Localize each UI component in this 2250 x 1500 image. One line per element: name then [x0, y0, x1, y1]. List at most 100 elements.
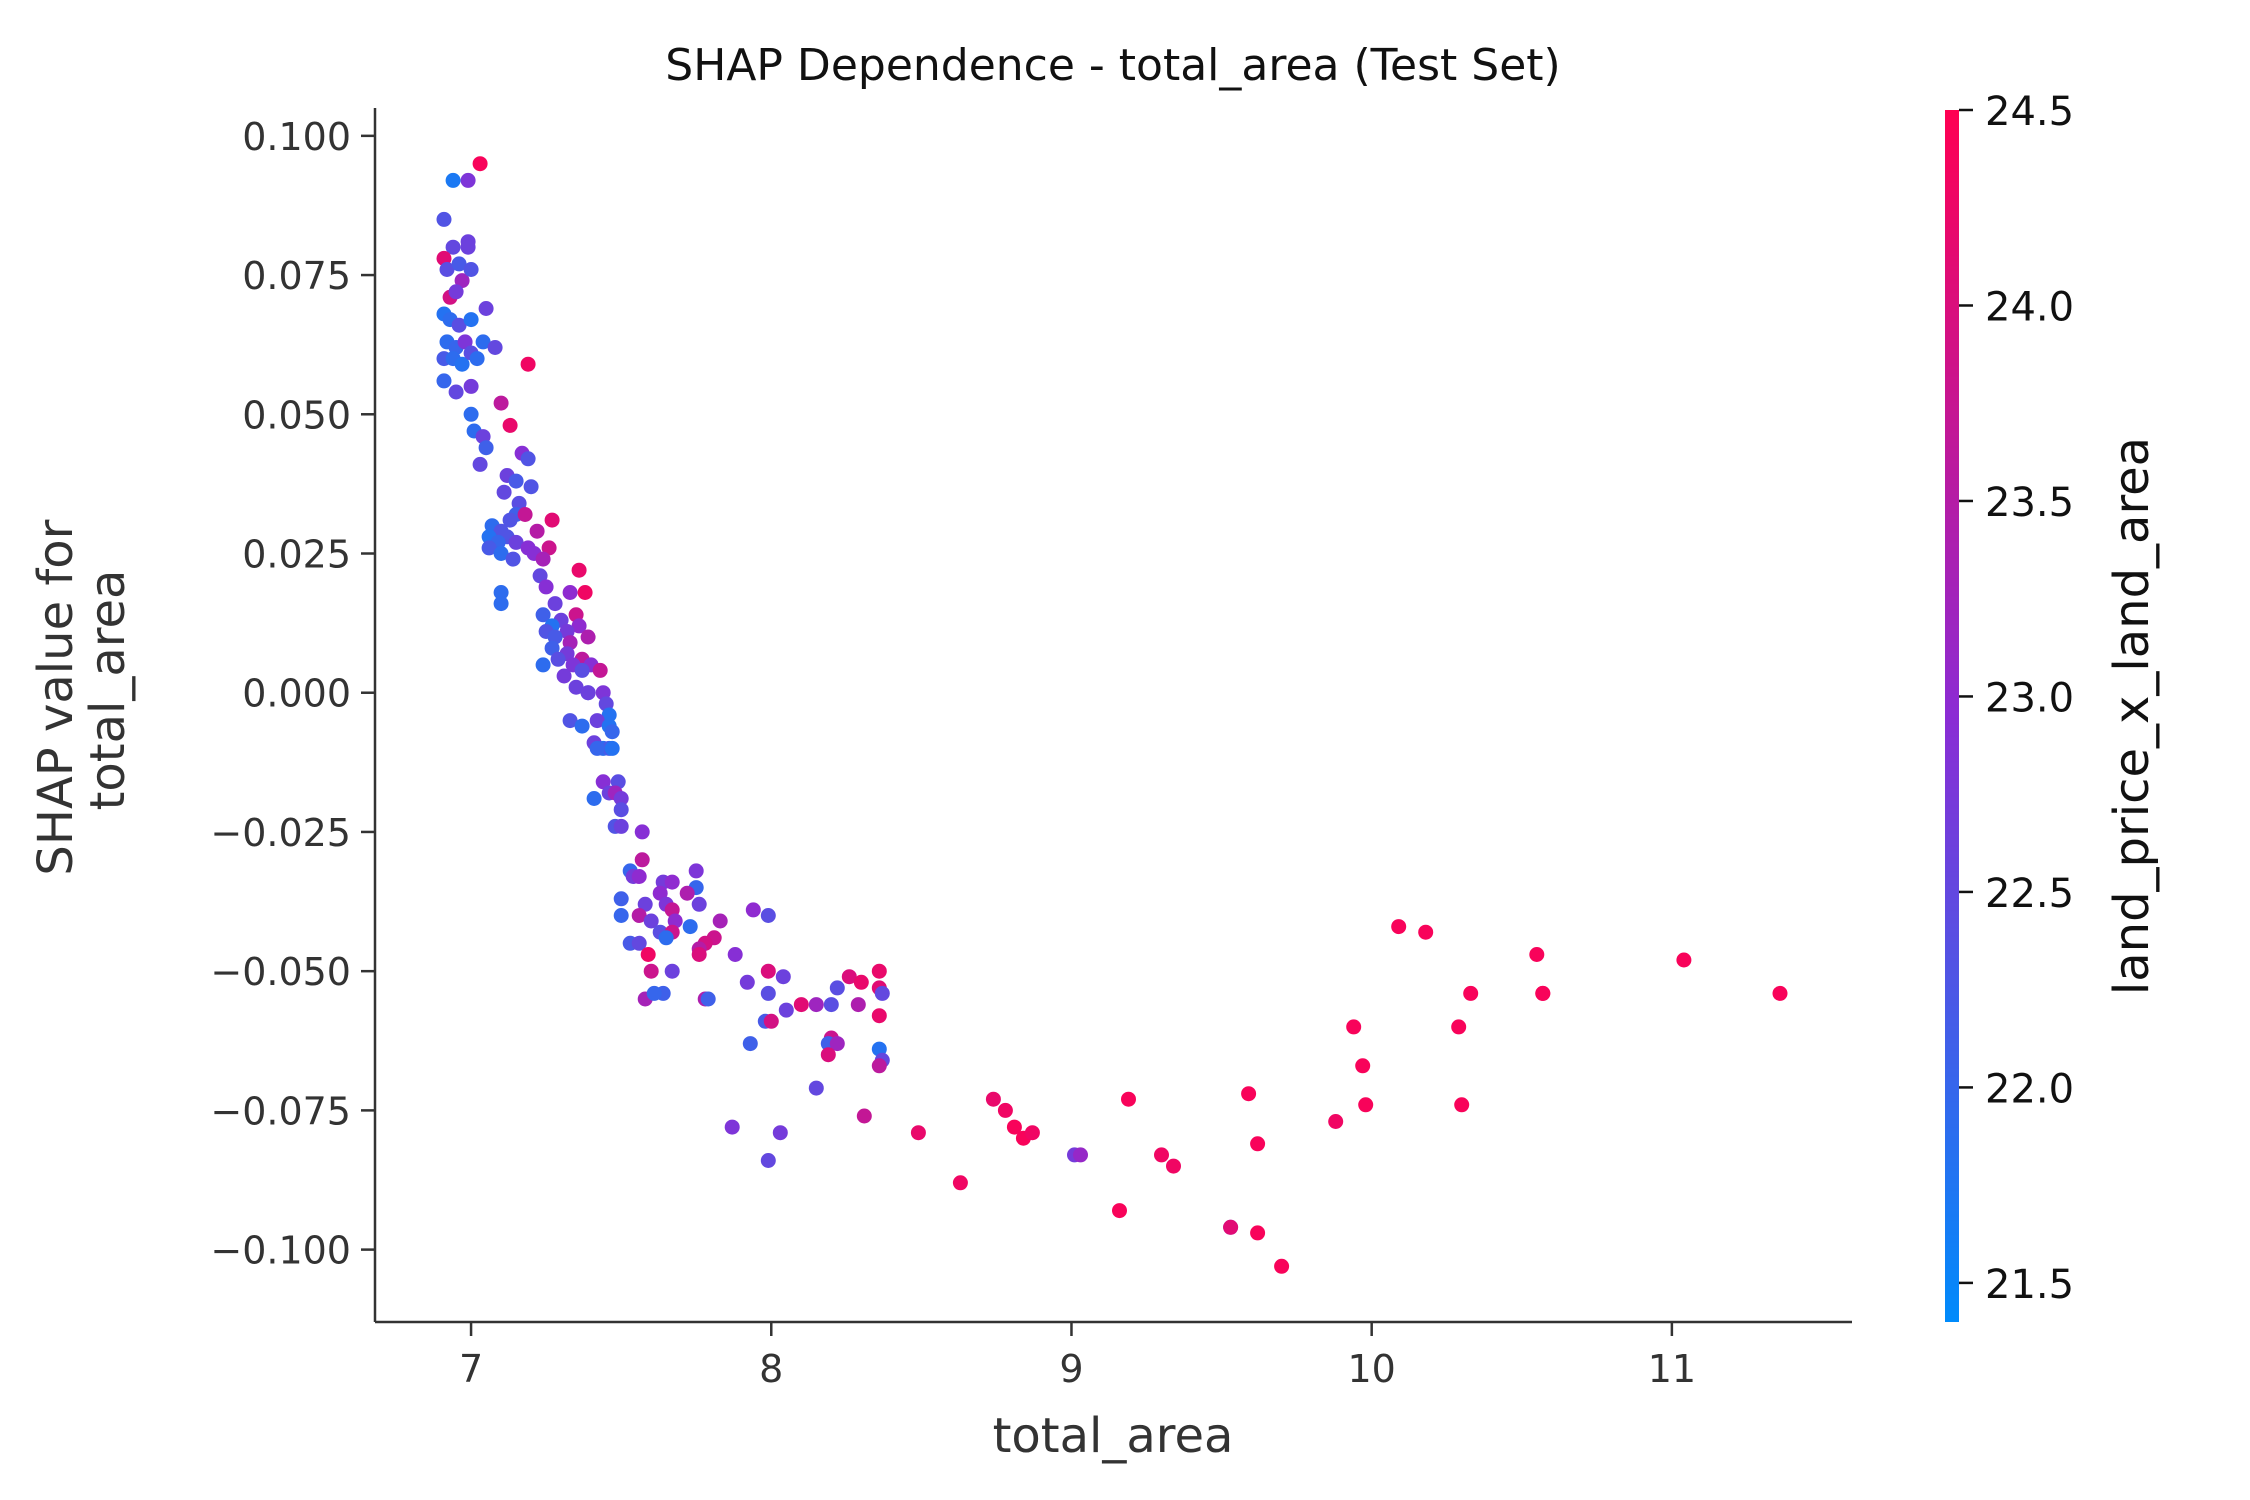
scatter-point [601, 707, 617, 723]
scatter-point [613, 891, 629, 907]
scatter-point [1463, 985, 1479, 1001]
scatter-point [469, 351, 485, 367]
scatter-point [853, 974, 869, 990]
scatter-point [910, 1125, 926, 1141]
scatter-point [823, 997, 839, 1013]
y-axis-ticks: 0.100 0.075 0.050 0.025 0.000 −0.025 −0.050 −0.… [210, 115, 375, 1273]
scatter-point [445, 239, 461, 255]
scatter-point [562, 713, 578, 729]
scatter-point [451, 317, 467, 333]
scatter-point [724, 1119, 740, 1135]
scatter-point [454, 356, 470, 372]
scatter-point [463, 262, 479, 277]
scatter-points [436, 156, 1788, 1274]
y-tick-label: −0.100 [210, 1229, 351, 1273]
scatter-point [571, 562, 587, 578]
scatter-point [577, 585, 593, 600]
scatter-point [481, 540, 497, 556]
scatter-point [952, 1175, 968, 1191]
scatter-point [574, 718, 590, 734]
scatter-point [448, 384, 464, 400]
scatter-point [1166, 1158, 1181, 1174]
x-axis-label: total_area [993, 1408, 1234, 1464]
scatter-point [829, 980, 845, 996]
scatter-point [850, 997, 866, 1013]
y-axis-label-line-1: SHAP value for [28, 519, 84, 875]
colorbar-tick-label: 23.0 [1985, 675, 2074, 721]
scatter-point [1250, 1136, 1266, 1152]
scatter-point [493, 546, 509, 561]
scatter-point [460, 172, 476, 188]
scatter-point [535, 657, 551, 673]
scatter-point [1355, 1058, 1371, 1074]
y-tick-label: −0.050 [210, 950, 351, 994]
scatter-point [691, 947, 707, 962]
scatter-point [679, 885, 695, 901]
y-tick-label: −0.075 [210, 1089, 351, 1133]
scatter-point [631, 935, 647, 951]
scatter-point [523, 479, 539, 495]
scatter-point [535, 607, 551, 623]
scatter-point [688, 863, 704, 879]
x-tick-label: 8 [759, 1347, 783, 1391]
scatter-point [760, 908, 776, 923]
scatter-point [436, 373, 452, 389]
scatter-point [568, 679, 584, 695]
scatter-point [586, 791, 602, 806]
scatter-point [463, 406, 479, 422]
scatter-point [478, 301, 494, 316]
scatter-point [808, 1080, 824, 1096]
scatter-point [493, 585, 509, 600]
scatter-point [541, 540, 557, 556]
scatter-point [1418, 924, 1434, 940]
scatter-point [652, 885, 668, 901]
scatter-point [571, 618, 587, 634]
scatter-point [535, 551, 551, 567]
scatter-point [763, 1013, 779, 1029]
scatter-point [658, 930, 674, 946]
scatter-point [472, 156, 488, 172]
x-tick-label: 7 [459, 1347, 483, 1391]
scatter-point [550, 651, 566, 667]
scatter-point [1451, 1019, 1467, 1035]
scatter-point [508, 473, 524, 489]
scatter-point [1358, 1097, 1374, 1113]
scatter-point [493, 596, 509, 612]
scatter-point [712, 913, 728, 929]
scatter-point [760, 1153, 776, 1168]
scatter-point [544, 512, 560, 528]
scatter-point [874, 985, 890, 1001]
scatter-point [436, 211, 452, 227]
scatter-point [631, 908, 647, 923]
scatter-point [637, 896, 653, 912]
scatter-point [496, 484, 512, 500]
scatter-point [691, 896, 707, 912]
scatter-point [520, 356, 536, 372]
scatter-point [745, 902, 761, 918]
y-axis-label-line-2: total_area [80, 570, 136, 811]
colorbar-ticks: 21.5 22.0 22.5 23.0 23.5 24.0 24.5 [1959, 89, 2074, 1308]
scatter-point [634, 852, 650, 868]
scatter-point [760, 963, 776, 979]
scatter-point [1006, 1119, 1022, 1135]
scatter-point [871, 963, 887, 979]
scatter-point [1154, 1147, 1169, 1163]
scatter-point [580, 629, 596, 645]
scatter-point [1274, 1258, 1290, 1274]
scatter-point [502, 417, 518, 433]
scatter-point [589, 740, 605, 756]
scatter-point [640, 947, 656, 962]
scatter-point [460, 239, 476, 255]
scatter-point [463, 312, 479, 328]
scatter-point [544, 640, 560, 656]
scatter-point [871, 1008, 887, 1024]
colorbar-tick-label: 22.5 [1985, 871, 2074, 917]
scatter-point [1529, 947, 1545, 962]
scatter-point [1454, 1097, 1470, 1113]
scatter-point [580, 685, 596, 701]
colorbar-tick-label: 23.5 [1985, 480, 2074, 526]
scatter-point [643, 913, 659, 929]
colorbar-tick-label: 21.5 [1985, 1262, 2074, 1308]
scatter-point [1250, 1225, 1266, 1241]
